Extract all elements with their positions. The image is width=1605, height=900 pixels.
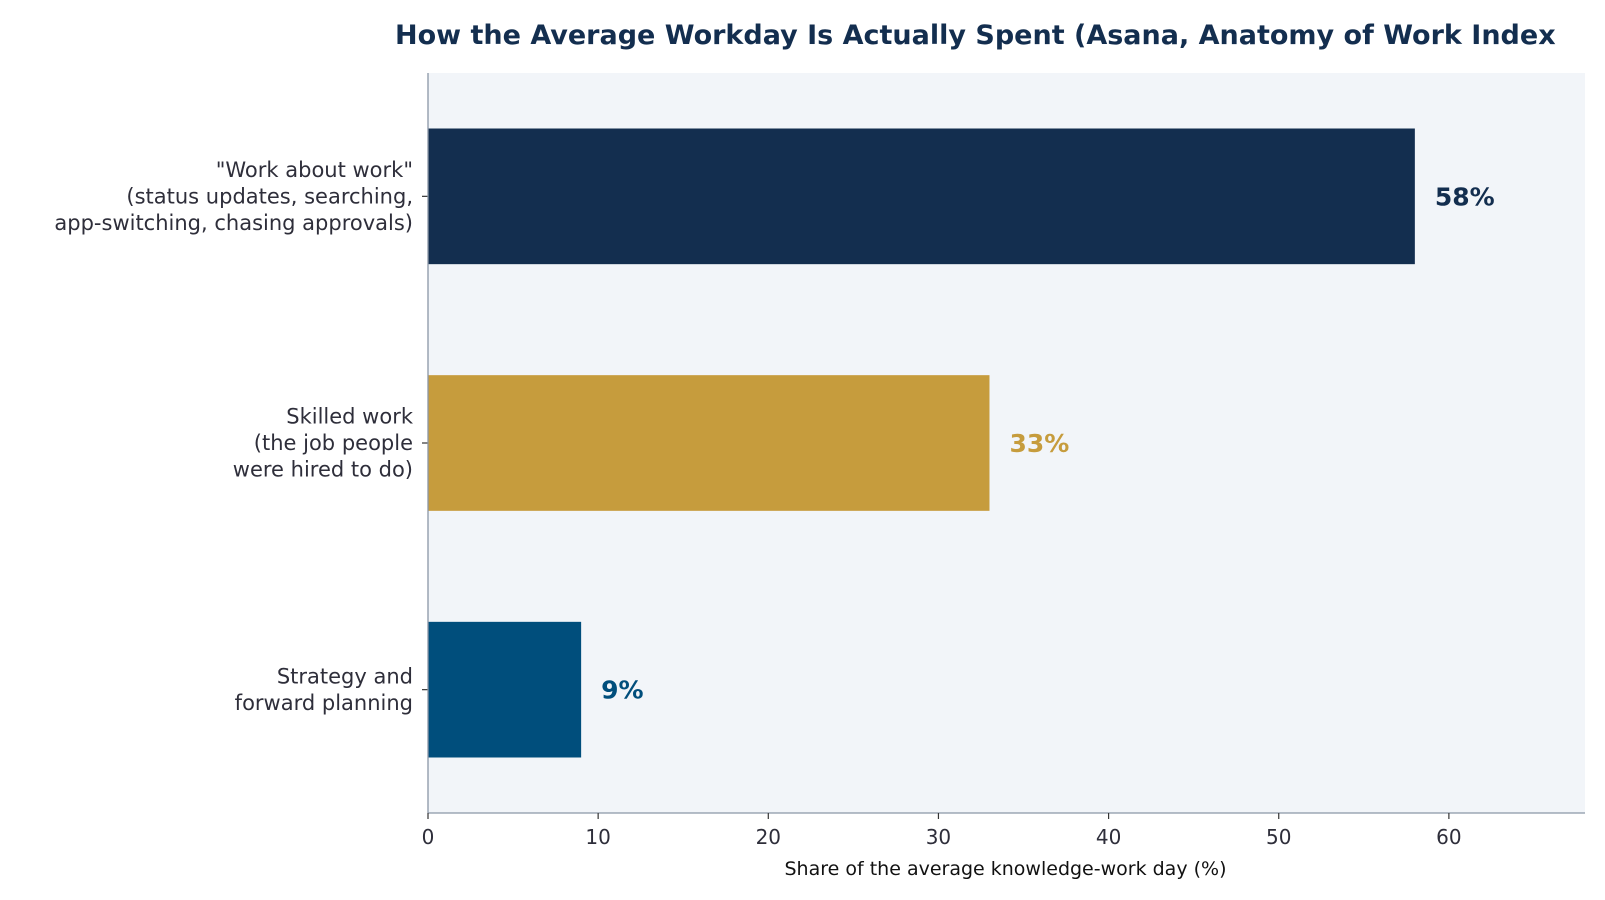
chart-title: How the Average Workday Is Actually Spen…: [395, 20, 1556, 51]
value-label-1: 33%: [1009, 429, 1069, 458]
category-label-0: "Work about work" (status updates, search…: [54, 158, 413, 235]
x-tick-label-6: 60: [1436, 825, 1461, 849]
bar-0: [428, 128, 1415, 265]
value-label-0: 58%: [1435, 182, 1495, 211]
x-ticks: 0 10 20 30 40 50 60: [422, 813, 1462, 849]
category-label-2: Strategy and forward planning: [235, 664, 413, 715]
x-tick-label-0: 0: [422, 825, 435, 849]
bars: [428, 128, 1415, 758]
value-labels: 58% 33% 9%: [601, 182, 1495, 704]
x-tick-label-2: 20: [756, 825, 781, 849]
x-axis-label: Share of the average knowledge-work day …: [785, 858, 1227, 880]
bar-2: [428, 621, 582, 758]
x-tick-label-5: 50: [1266, 825, 1291, 849]
x-tick-label-3: 30: [926, 825, 951, 849]
x-tick-label-4: 40: [1096, 825, 1121, 849]
x-tick-label-1: 10: [585, 825, 610, 849]
bar-1: [428, 375, 990, 511]
axes: [422, 73, 1585, 814]
category-labels: "Work about work" (status updates, search…: [54, 158, 413, 715]
category-label-1: Skilled work (the job people were hired to…: [233, 405, 414, 482]
value-label-2: 9%: [601, 676, 643, 705]
